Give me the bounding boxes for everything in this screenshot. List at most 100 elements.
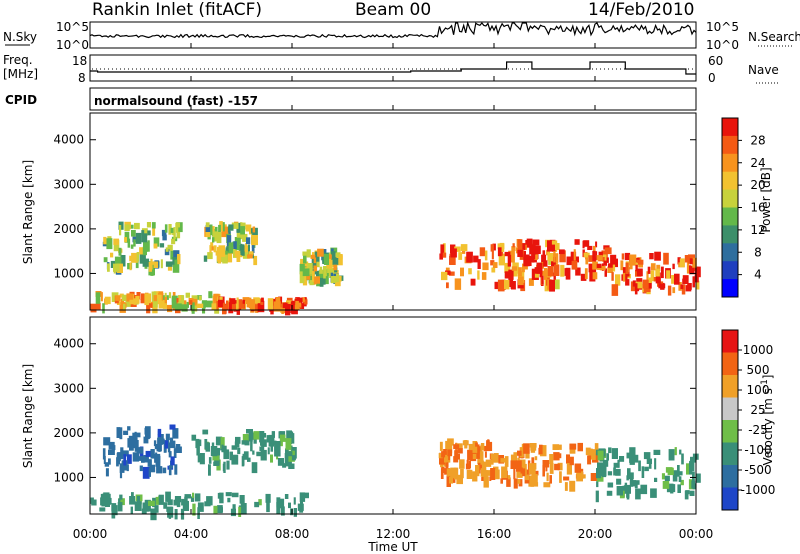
velocity-cell xyxy=(439,452,446,465)
velocity-cell xyxy=(677,484,681,493)
power-cell xyxy=(307,263,313,275)
power-cell xyxy=(573,249,576,261)
power-cell xyxy=(120,255,126,267)
power-cell xyxy=(176,231,181,239)
power-cell xyxy=(553,251,556,263)
velocity-cell xyxy=(476,448,480,459)
velocity-cell xyxy=(174,496,182,503)
power-cell xyxy=(611,272,614,281)
velocity-cell xyxy=(470,449,473,460)
velocity-cell xyxy=(689,490,695,496)
colorbar-swatch xyxy=(722,135,738,155)
velocity-cell xyxy=(246,429,253,434)
velocity-cell xyxy=(127,426,131,431)
power-cell xyxy=(302,274,308,286)
power-cell xyxy=(170,250,175,260)
power-cell xyxy=(490,260,495,266)
power-cell xyxy=(240,303,245,309)
velocity-cell xyxy=(475,465,480,477)
power-cell xyxy=(133,298,136,305)
velocity-cell xyxy=(123,430,129,435)
velocity-cell xyxy=(466,469,473,479)
velocity-cell xyxy=(557,462,563,471)
velocity-cell xyxy=(667,467,674,476)
velocity-cell xyxy=(504,456,509,467)
velocity-cell xyxy=(291,455,296,461)
power-cell xyxy=(571,260,578,270)
power-cell xyxy=(512,243,515,248)
power-y-ticks: 4000 3000 2000 1000 xyxy=(53,133,696,280)
velocity-cell xyxy=(456,474,463,485)
power-cell xyxy=(439,253,443,260)
velocity-cell xyxy=(279,434,286,442)
velocity-cell xyxy=(145,450,152,457)
velocity-cell xyxy=(619,456,625,462)
power-cell xyxy=(303,251,307,264)
power-cell xyxy=(692,257,697,268)
power-cell xyxy=(599,266,606,271)
power-cell xyxy=(208,291,213,299)
power-cell xyxy=(588,263,594,273)
velocity-colorbar: 1000 500 100 25 -25 -100 -500 -1000 xyxy=(721,329,775,511)
velocity-cell xyxy=(597,462,604,469)
power-cell xyxy=(473,255,479,263)
velocity-cell xyxy=(468,460,471,468)
power-cell xyxy=(449,253,456,265)
velocity-cell xyxy=(450,467,457,479)
velocity-cell xyxy=(501,466,508,478)
power-cell xyxy=(202,302,206,314)
velocity-cell xyxy=(484,451,487,458)
power-cell xyxy=(442,243,446,254)
power-cell xyxy=(242,297,250,305)
velocity-cell xyxy=(528,463,536,475)
velocity-cell xyxy=(175,444,181,449)
velocity-cell xyxy=(261,439,267,447)
velocity-panel: 4000 3000 2000 1000 Slant Range [km] xyxy=(21,316,701,521)
velocity-cell xyxy=(195,438,200,449)
power-cell xyxy=(119,225,122,236)
power-cell xyxy=(226,253,233,263)
power-cell xyxy=(218,245,226,257)
power-cell xyxy=(592,272,598,280)
velocity-cell xyxy=(517,450,522,456)
power-cell xyxy=(541,254,547,262)
velocity-cell xyxy=(119,427,123,440)
colorbar-swatch xyxy=(722,465,738,488)
velocity-cell xyxy=(472,471,478,482)
velocity-cell xyxy=(129,444,134,451)
power-cell xyxy=(131,230,136,237)
velocity-cell xyxy=(631,454,639,463)
power-cell xyxy=(167,244,173,251)
y-tick-label: 1000 xyxy=(53,266,84,280)
velocity-cell xyxy=(510,460,518,469)
velocity-cell xyxy=(517,479,521,484)
power-cell xyxy=(210,242,214,250)
power-cell xyxy=(654,251,661,261)
velocity-cell xyxy=(271,431,275,438)
y-tick-label: 3000 xyxy=(53,177,84,191)
power-cell xyxy=(468,268,472,275)
power-cell xyxy=(663,252,669,265)
power-cell xyxy=(682,278,685,285)
power-cell xyxy=(591,270,594,281)
power-cell xyxy=(235,239,240,251)
power-cell xyxy=(247,254,253,259)
power-cell xyxy=(165,261,173,267)
power-cell xyxy=(491,267,496,273)
velocity-cell xyxy=(530,482,535,487)
freq-left-tick-top: 18 xyxy=(72,54,87,68)
beam-label: Beam 00 xyxy=(355,0,431,20)
power-cell xyxy=(226,300,229,310)
power-cell xyxy=(553,272,556,280)
power-cell xyxy=(624,252,631,261)
velocity-cell xyxy=(549,454,554,465)
power-cell xyxy=(484,250,488,261)
power-cell xyxy=(534,245,541,254)
velocity-cell xyxy=(666,485,673,493)
velocity-cell xyxy=(202,429,209,435)
power-cell xyxy=(692,281,696,288)
power-cell xyxy=(632,280,636,287)
velocity-cell xyxy=(250,440,253,452)
power-cell xyxy=(681,284,686,295)
power-cell xyxy=(585,253,589,265)
